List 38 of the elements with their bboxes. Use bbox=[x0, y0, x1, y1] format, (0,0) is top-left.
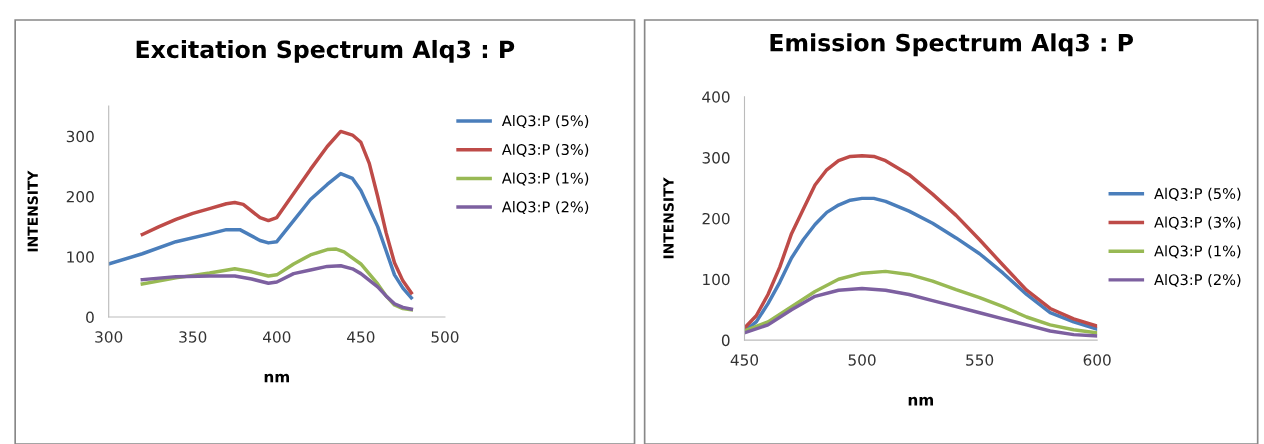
y-tick-label: 0 bbox=[721, 334, 730, 347]
y-tick-label: 300 bbox=[702, 152, 730, 164]
y-axis-title: INTENSITY bbox=[663, 177, 674, 259]
line-series bbox=[744, 269, 1098, 335]
y-tick-label: 200 bbox=[66, 190, 94, 203]
legend-label: AlQ3:P (1%) bbox=[501, 172, 589, 186]
y-tick-label: 400 bbox=[702, 91, 730, 103]
y-tick-label: 200 bbox=[702, 212, 730, 225]
x-axis-title: nm bbox=[264, 373, 290, 383]
x-tick-label: 400 bbox=[262, 331, 291, 343]
x-tick-label: 450 bbox=[730, 354, 759, 366]
x-tick-label: 500 bbox=[848, 354, 876, 366]
line-series bbox=[140, 129, 414, 295]
y-tick-label: 300 bbox=[66, 130, 94, 143]
line-series bbox=[744, 154, 1098, 330]
x-tick-label: 550 bbox=[966, 354, 994, 366]
x-tick-label: 350 bbox=[179, 331, 207, 343]
x-tick-label: 600 bbox=[1083, 354, 1111, 366]
chart-title: Emission Spectrum Alq3 : P bbox=[770, 33, 1134, 57]
y-tick-label: 100 bbox=[703, 273, 730, 286]
x-tick-label: 500 bbox=[431, 331, 459, 343]
line-series bbox=[108, 171, 414, 300]
legend-label: AlQ3:P (3%) bbox=[1154, 216, 1241, 230]
x-axis-title: nm bbox=[908, 396, 934, 406]
y-tick-label: 100 bbox=[67, 251, 94, 263]
legend-label: AlQ3:P (3%) bbox=[501, 143, 589, 157]
x-tick-label: 450 bbox=[347, 331, 375, 343]
chart-title: Excitation Spectrum Alq3 : P bbox=[136, 39, 515, 63]
legend-label: AlQ3:P (5%) bbox=[1154, 187, 1241, 201]
line-series bbox=[140, 264, 414, 311]
x-tick-label: 300 bbox=[95, 331, 123, 343]
legend-label: AlQ3:P (5%) bbox=[501, 115, 589, 129]
legend-label: AlQ3:P (2%) bbox=[1154, 273, 1241, 287]
line-series bbox=[744, 196, 1098, 333]
legend-label: AlQ3:P (1%) bbox=[1154, 245, 1241, 259]
y-tick-label: 0 bbox=[86, 311, 94, 324]
y-axis-title: INTENSITY bbox=[27, 170, 38, 252]
legend-label: AlQ3:P (2%) bbox=[501, 201, 589, 215]
